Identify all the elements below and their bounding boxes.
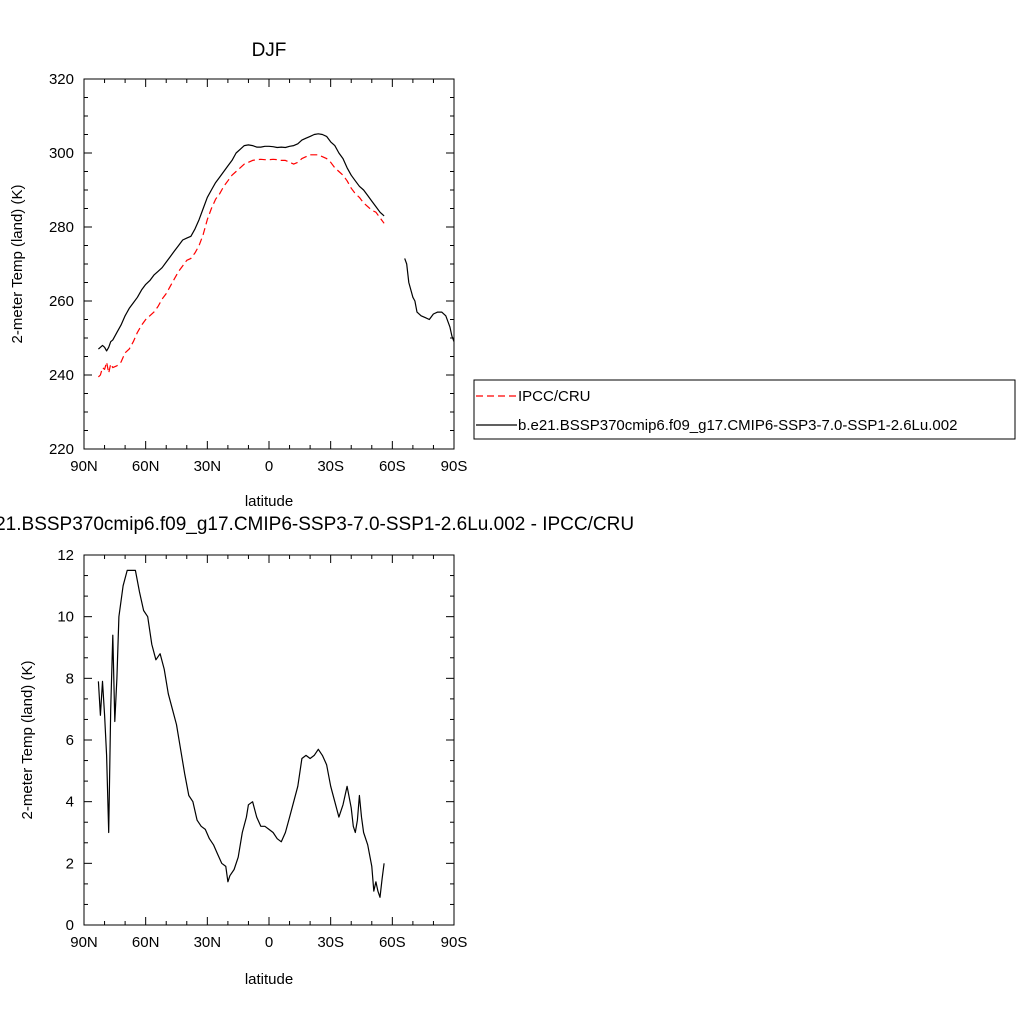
bottom-plot-frame	[83, 554, 455, 926]
legend-box	[473, 379, 1016, 440]
x-tick-label: 30S	[317, 934, 344, 951]
legend-label-model: b.e21.BSSP370cmip6.f09_g17.CMIP6-SSP3-7.…	[518, 417, 957, 434]
top-plot-frame	[83, 78, 455, 450]
legend-label-ipcc-cru: IPCC/CRU	[518, 388, 591, 405]
x-tick-label: 60N	[132, 934, 160, 951]
x-tick-label: 90N	[70, 934, 98, 951]
y-tick-label: 320	[49, 71, 74, 88]
x-tick-label: 0	[265, 458, 273, 475]
model-line	[97, 133, 385, 352]
top-x-axis-label: latitude	[245, 493, 293, 510]
y-tick-label: 4	[66, 794, 74, 811]
x-tick-label: 90S	[441, 458, 468, 475]
y-tick-label: 2	[66, 855, 74, 872]
ipcc-cru-line	[97, 154, 385, 378]
x-tick-label: 30N	[194, 934, 222, 951]
y-tick-label: 12	[57, 547, 74, 564]
bottom-x-axis-label: latitude	[245, 971, 293, 988]
top-panel: DJF 2-meter Temp (land) (K) latitude 90N…	[9, 40, 467, 510]
top-y-axis-label: 2-meter Temp (land) (K)	[9, 185, 26, 344]
y-tick-label: 6	[66, 732, 74, 749]
y-tick-label: 0	[66, 917, 74, 934]
x-tick-label: 90S	[441, 934, 468, 951]
x-tick-label: 60S	[379, 934, 406, 951]
x-tick-label: 30S	[317, 458, 344, 475]
y-tick-label: 280	[49, 219, 74, 236]
x-tick-label: 30N	[194, 458, 222, 475]
top-chart-title: DJF	[252, 40, 287, 61]
x-tick-label: 90N	[70, 458, 98, 475]
y-tick-label: 8	[66, 670, 74, 687]
y-tick-label: 260	[49, 293, 74, 310]
y-tick-label: 300	[49, 145, 74, 162]
bottom-panel: b.e21.BSSP370cmip6.f09_g17.CMIP6-SSP3-7.…	[0, 514, 634, 988]
y-tick-label: 10	[57, 609, 74, 626]
model-line	[97, 569, 385, 898]
x-tick-label: 0	[265, 934, 273, 951]
y-tick-label: 240	[49, 367, 74, 384]
bottom-y-axis-label: 2-meter Temp (land) (K)	[19, 661, 36, 820]
y-tick-label: 220	[49, 441, 74, 458]
legend: IPCC/CRU b.e21.BSSP370cmip6.f09_g17.CMIP…	[473, 379, 1016, 440]
bottom-chart-title: b.e21.BSSP370cmip6.f09_g17.CMIP6-SSP3-7.…	[0, 514, 634, 535]
model-line	[404, 258, 455, 342]
x-tick-label: 60S	[379, 458, 406, 475]
x-tick-label: 60N	[132, 458, 160, 475]
